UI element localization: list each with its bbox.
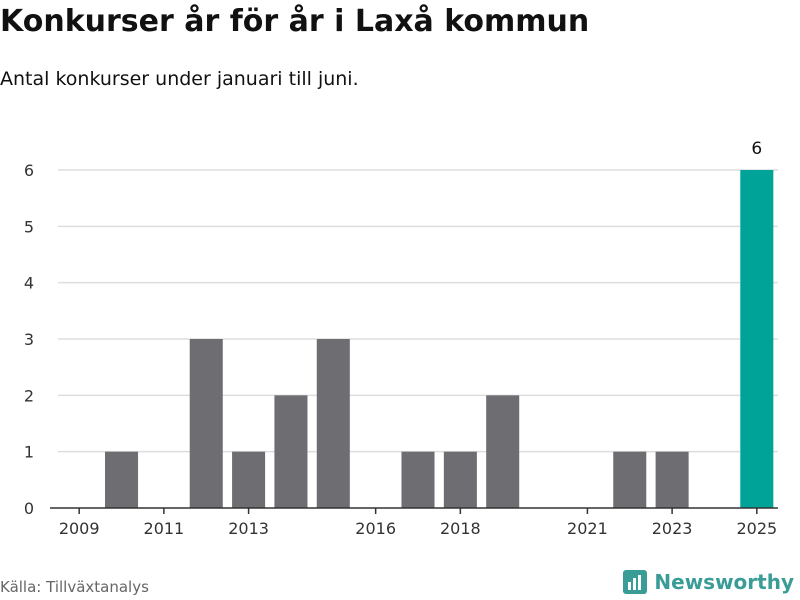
chart-subtitle: Antal konkurser under januari till juni. xyxy=(0,68,359,90)
bar-2013 xyxy=(232,451,266,508)
y-tick-label: 6 xyxy=(24,161,34,180)
x-tick-label: 2025 xyxy=(736,519,777,538)
data-label-2025: 6 xyxy=(751,139,762,159)
bar-2017 xyxy=(401,451,435,508)
chart-title: Konkurser år för år i Laxå kommun xyxy=(0,4,590,39)
bar-2025 xyxy=(740,170,774,508)
x-tick-label: 2009 xyxy=(59,519,100,538)
brand-name: Newsworthy xyxy=(654,570,794,594)
x-tick-label: 2016 xyxy=(355,519,396,538)
bar-2022 xyxy=(613,451,647,508)
bar-2012 xyxy=(189,339,223,508)
y-tick-label: 5 xyxy=(24,217,34,236)
y-axis-ticks: 0 1 2 3 4 5 6 xyxy=(24,161,34,518)
grid-lines xyxy=(58,169,778,453)
bar-2015 xyxy=(316,339,350,508)
y-tick-label: 3 xyxy=(24,330,34,349)
bars xyxy=(105,170,774,508)
bar-2023 xyxy=(655,451,689,508)
y-tick-label: 0 xyxy=(24,499,34,518)
y-tick-label: 1 xyxy=(24,443,34,462)
x-axis-ticks: 2009 2011 2013 2016 2018 2021 2023 2025 xyxy=(59,508,777,538)
x-tick-label: 2013 xyxy=(228,519,269,538)
brand-logo: Newsworthy xyxy=(622,569,794,595)
x-tick-label: 2021 xyxy=(567,519,608,538)
x-tick-label: 2023 xyxy=(652,519,693,538)
bar-2014 xyxy=(274,395,308,508)
newsworthy-logo-icon xyxy=(623,570,648,594)
bar-2019 xyxy=(486,395,520,508)
data-labels: 6 xyxy=(751,139,762,159)
x-tick-label: 2018 xyxy=(440,519,481,538)
bar-2010 xyxy=(105,451,139,508)
y-tick-label: 4 xyxy=(24,274,34,293)
source-note: Källa: Tillväxtanalys xyxy=(0,578,149,596)
bar-2018 xyxy=(443,451,477,508)
x-tick-label: 2011 xyxy=(144,519,185,538)
y-tick-label: 2 xyxy=(24,386,34,405)
